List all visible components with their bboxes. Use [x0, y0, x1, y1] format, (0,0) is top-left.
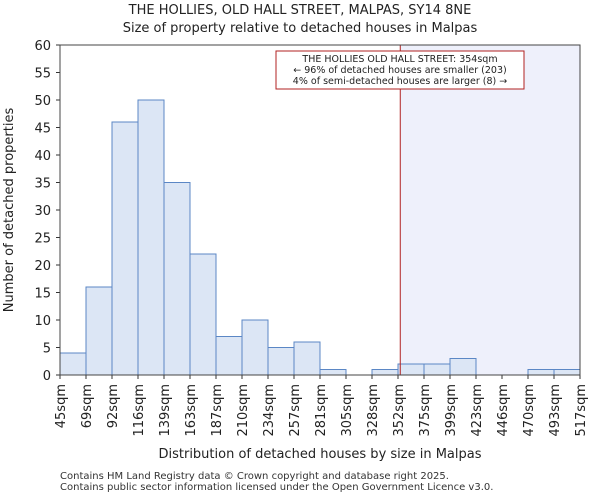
bar-6	[215, 336, 243, 376]
annotation-line-3: 4% of semi-detached houses are larger (8…	[293, 76, 507, 87]
x-tick-label: 328sqm	[366, 384, 381, 437]
footer-line-2: Contains public sector information licen…	[60, 482, 494, 493]
bar-1	[85, 286, 113, 376]
x-tick-label: 69sqm	[80, 384, 95, 428]
bar-18	[527, 369, 555, 376]
x-tick-label: 423sqm	[470, 384, 485, 437]
bar-2	[111, 121, 139, 376]
x-tick-label: 92sqm	[106, 384, 121, 428]
y-tick-label: 15	[34, 287, 51, 302]
y-tick-label: 35	[34, 177, 51, 192]
y-tick-label: 50	[34, 94, 51, 109]
y-tick-label: 55	[34, 67, 51, 82]
x-tick-label: 375sqm	[418, 384, 433, 437]
bar-9	[293, 341, 321, 376]
x-tick-label: 187sqm	[210, 384, 225, 437]
bar-19	[553, 369, 581, 376]
bar-12	[371, 369, 399, 376]
y-tick-label: 20	[34, 259, 51, 274]
x-tick-label: 139sqm	[158, 384, 173, 437]
y-axis-label: Number of detached properties	[2, 108, 17, 313]
annotation-box: THE HOLLIES OLD HALL STREET: 354sqm← 96%…	[275, 50, 525, 90]
chart-title-block: THE HOLLIES, OLD HALL STREET, MALPAS, SY…	[0, 2, 600, 38]
chart-title: THE HOLLIES, OLD HALL STREET, MALPAS, SY…	[128, 3, 472, 18]
x-tick-label: 517sqm	[574, 384, 589, 437]
y-tick-label: 25	[34, 232, 51, 247]
bar-0	[59, 352, 87, 376]
x-tick-label: 281sqm	[314, 384, 329, 437]
annotation-line-2: ← 96% of detached houses are smaller (20…	[293, 65, 506, 76]
chart-subtitle: Size of property relative to detached ho…	[122, 21, 478, 36]
annotation-frame	[275, 50, 525, 90]
bar-3	[137, 99, 165, 376]
bar-8	[267, 347, 295, 376]
x-tick-label: 399sqm	[444, 384, 459, 437]
footer-line-1: Contains HM Land Registry data © Crown c…	[60, 471, 449, 482]
x-tick-label: 210sqm	[236, 384, 251, 437]
x-tick-label: 493sqm	[548, 384, 563, 437]
bar-7	[241, 319, 269, 376]
bar-14	[423, 363, 451, 376]
y-tick-label: 0	[43, 369, 51, 384]
highlight-region	[400, 45, 580, 375]
x-tick-label: 305sqm	[340, 384, 355, 437]
y-tick-label: 30	[34, 204, 51, 219]
x-tick-label: 257sqm	[288, 384, 303, 437]
bar-15	[449, 358, 477, 376]
x-tick-label: 116sqm	[132, 384, 147, 437]
x-tick-label: 446sqm	[496, 384, 511, 437]
x-tick-label: 163sqm	[184, 384, 199, 437]
y-tick-label: 60	[34, 39, 51, 54]
bar-13	[397, 363, 425, 376]
bar-5	[189, 253, 217, 376]
x-tick-label: 45sqm	[54, 384, 69, 428]
x-axis-label: Distribution of detached houses by size …	[158, 447, 481, 462]
y-tick-label: 45	[34, 122, 51, 137]
y-tick-label: 40	[34, 149, 51, 164]
bar-10	[319, 369, 347, 376]
x-tick-label: 352sqm	[392, 384, 407, 437]
y-tick-label: 10	[34, 314, 51, 329]
bar-4	[163, 182, 191, 376]
footer-credits: Contains HM Land Registry data © Crown c…	[60, 471, 493, 493]
plot-frame	[59, 44, 581, 376]
y-tick-label: 5	[43, 342, 51, 357]
x-tick-label: 470sqm	[522, 384, 537, 437]
x-tick-label: 234sqm	[262, 384, 277, 437]
annotation-line-1: THE HOLLIES OLD HALL STREET: 354sqm	[301, 54, 497, 65]
